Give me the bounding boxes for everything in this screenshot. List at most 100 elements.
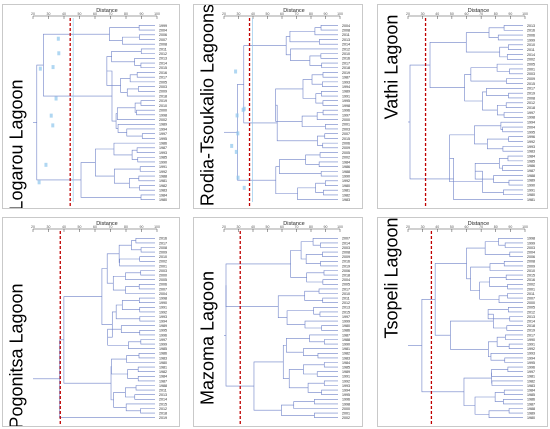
- dendrogram-branch: [321, 389, 338, 395]
- leaf-label: 2018: [527, 106, 535, 110]
- leaf-label: 2008: [527, 96, 535, 100]
- dendrogram-branch: [322, 297, 338, 303]
- dendrogram-branch: [309, 334, 338, 343]
- dendrogram-branch: [509, 251, 523, 258]
- tick-label: 80: [309, 12, 313, 16]
- dendrogram-branch: [139, 307, 155, 313]
- highlight-mark: [54, 96, 58, 101]
- dendrogram-branch: [508, 343, 523, 349]
- dendrogram-branch: [509, 316, 523, 322]
- leaf-label: 1999: [159, 343, 167, 347]
- leaf-label: 1982: [342, 193, 350, 197]
- leaf-label: 2015: [527, 82, 535, 86]
- dendrogram-branch: [508, 307, 523, 313]
- dendrogram-branch: [319, 152, 338, 158]
- leaf-label: 2016: [342, 57, 350, 61]
- tick-label: 30: [237, 12, 241, 16]
- dendrogram-branch: [505, 274, 523, 281]
- leaf-label: 1989: [527, 412, 535, 416]
- leaf-label: 1990: [527, 338, 535, 342]
- leaf-label: 2017: [159, 241, 167, 245]
- dendrogram-branch: [131, 240, 142, 251]
- tick-label: 40: [62, 225, 66, 229]
- dendrogram-branch: [464, 74, 483, 102]
- leaf-label: 1981: [527, 198, 535, 202]
- leaf-label: 1997: [159, 338, 167, 342]
- dendrogram-branch: [127, 369, 139, 379]
- leaf-label: 2014: [527, 53, 535, 57]
- tick-label: 90: [324, 225, 328, 229]
- leaf-label: 2005: [527, 306, 535, 310]
- dendrogram-branch: [301, 115, 326, 127]
- leaf-label: 1997: [342, 113, 350, 117]
- dendrogram-branch: [140, 247, 155, 253]
- leaf-label: 1989: [527, 179, 535, 183]
- dendrogram-branch: [281, 404, 315, 416]
- dendrogram-branch: [314, 412, 338, 418]
- tick-label: 90: [508, 12, 512, 16]
- leaf-label: 1991: [342, 94, 350, 98]
- leaf-label: 2012: [159, 52, 167, 56]
- dendrogram-branch: [465, 32, 500, 53]
- dendrogram-branch: [140, 100, 155, 106]
- tick-label: 70: [295, 225, 299, 229]
- dendrogram-branch: [491, 380, 523, 386]
- leaf-label: 2006: [527, 255, 535, 259]
- leaf-label: 2005: [342, 283, 350, 287]
- leaf-label: 2014: [159, 398, 167, 402]
- leaf-label: 1983: [342, 356, 350, 360]
- dendrogram-branch: [502, 146, 523, 152]
- leaf-label: 2015: [159, 66, 167, 70]
- dendrogram-branch: [316, 371, 338, 377]
- dendrogram-branch: [139, 316, 155, 322]
- highlight-mark: [234, 69, 238, 74]
- leaf-label: 2019: [342, 264, 350, 268]
- dendrogram-branch: [474, 125, 501, 145]
- leaf-label: 1989: [159, 324, 167, 328]
- dendrogram-branch: [508, 92, 523, 99]
- dendrogram-branch: [321, 325, 338, 331]
- leaf-label: 2017: [527, 333, 535, 337]
- leaf-label: 1999: [159, 24, 167, 28]
- leaf-label: 1991: [527, 188, 535, 192]
- dendrogram-branch: [494, 392, 505, 402]
- leaf-label: 1997: [527, 111, 535, 115]
- dendrogram-branch: [316, 112, 338, 120]
- dendrogram-branch: [289, 30, 320, 43]
- dendrogram-branch: [300, 241, 314, 260]
- leaf-label: 2003: [527, 246, 535, 250]
- dendrogram-branch: [116, 107, 155, 120]
- leaf-label: 2004: [527, 125, 535, 129]
- dendrogram-branch: [313, 307, 338, 315]
- axis-label: Distance: [468, 221, 489, 227]
- dendrogram-branch: [286, 338, 310, 353]
- leaf-label: 1993: [159, 315, 167, 319]
- highlight-mark: [37, 180, 41, 185]
- leaf-label: 1982: [159, 370, 167, 374]
- dendrogram-branch: [319, 39, 338, 45]
- leaf-label: 2017: [527, 87, 535, 91]
- dendrogram-branch: [409, 64, 454, 180]
- tick-label: 40: [435, 12, 439, 16]
- tick-label: 40: [62, 12, 66, 16]
- dendrogram-branch: [279, 159, 322, 175]
- dendrogram-branch: [138, 86, 155, 92]
- dendrogram-branch: [503, 399, 523, 405]
- panel-tsopeli: Tsopeli Lagoon Distance 20 30 40 50 60 70 80 90 1…: [377, 217, 548, 427]
- leaf-label: 1998: [527, 237, 535, 241]
- dendrogram-branch: [314, 27, 338, 36]
- tick-label: 90: [140, 12, 144, 16]
- leaf-label: 1993: [527, 352, 535, 356]
- leaf-label: 1992: [527, 140, 535, 144]
- dendrogram-branch: [135, 237, 155, 244]
- dendrogram-branch: [288, 369, 309, 389]
- dendrogram-branch: [320, 242, 338, 248]
- leaf-label: 2004: [342, 278, 350, 282]
- tick-label: 80: [124, 225, 128, 229]
- dendrogram-branch: [317, 353, 338, 359]
- leaf-label: 1992: [159, 310, 167, 314]
- highlight-mark: [44, 162, 48, 167]
- dendrogram-branch: [463, 377, 492, 406]
- dendrogram-branch: [139, 185, 155, 191]
